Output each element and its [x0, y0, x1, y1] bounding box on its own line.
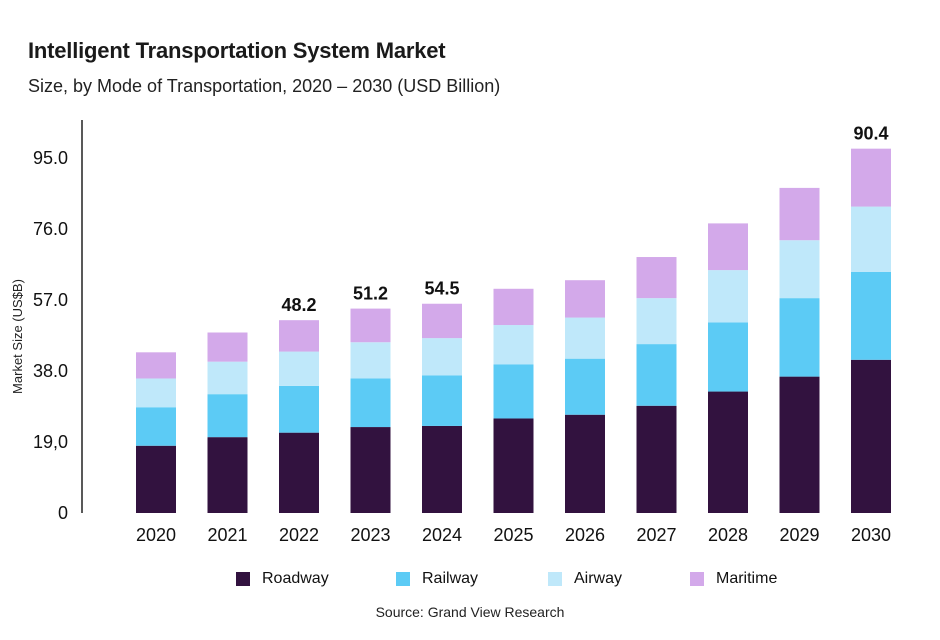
bar-segment-maritime: [708, 223, 748, 271]
legend-label-maritime: Maritime: [716, 570, 778, 587]
legend-swatch-railway: [396, 572, 410, 586]
x-tick-label: 2021: [207, 525, 247, 545]
bar-segment-airway: [779, 240, 820, 299]
bar-segment-maritime: [493, 288, 534, 326]
y-tick-label: 95.0: [33, 148, 68, 168]
y-tick-label: 76.0: [33, 219, 68, 239]
bar-segment-maritime: [279, 320, 319, 352]
data-label: 90.4: [853, 124, 888, 144]
x-tick-label: 2024: [422, 525, 462, 545]
data-label: 54.5: [424, 279, 459, 299]
bar-segment-roadway: [422, 425, 462, 513]
data-label: 51.2: [353, 284, 388, 304]
legend-item-maritime: Maritime: [690, 570, 777, 588]
bar-segment-maritime: [136, 352, 176, 379]
bar-segment-railway: [779, 298, 820, 377]
legend-label-roadway: Roadway: [262, 570, 329, 587]
bar-segment-railway: [565, 358, 605, 415]
bar-segment-airway: [708, 270, 748, 323]
bar-segment-airway: [350, 342, 391, 379]
x-axis-ticks: 2020 2021 2022 2023 2024 2025 2026 2027 2028 2029…: [136, 525, 891, 545]
bar-segment-airway: [851, 206, 891, 272]
x-tick-label: 2022: [279, 525, 319, 545]
bar-segment-airway: [565, 317, 605, 359]
legend-item-railway: Railway: [396, 570, 478, 588]
legend-label-railway: Railway: [422, 570, 479, 587]
legend-swatch-airway: [548, 572, 562, 586]
chart-subtitle: Size, by Mode of Transportation, 2020 – …: [28, 76, 501, 96]
x-tick-label: 2023: [350, 525, 390, 545]
bar-segment-maritime: [851, 148, 891, 207]
bar-segment-railway: [207, 394, 248, 438]
bar-segment-maritime: [565, 280, 605, 318]
bar-segment-roadway: [708, 391, 748, 513]
x-tick-label: 2025: [493, 525, 533, 545]
bar-segment-railway: [636, 344, 677, 406]
bar-segment-railway: [422, 375, 462, 426]
bar-segment-roadway: [279, 432, 319, 513]
legend-swatch-maritime: [690, 572, 704, 586]
chart-title: Intelligent Transportation System Market: [28, 38, 446, 63]
x-tick-label: 2027: [636, 525, 676, 545]
y-axis-title: Market Size (US$B): [10, 279, 25, 394]
y-tick-label: 57.0: [33, 290, 68, 310]
bar-segment-roadway: [565, 414, 605, 513]
bar-segment-roadway: [136, 445, 176, 513]
bar-segment-railway: [279, 385, 319, 433]
y-tick-label: 0: [58, 503, 68, 523]
bar-segment-maritime: [636, 257, 677, 299]
legend: Roadway Railway Airway Maritime: [0, 570, 940, 594]
bar-segment-maritime: [422, 303, 462, 339]
x-tick-label: 2026: [565, 525, 605, 545]
x-tick-label: 2030: [851, 525, 891, 545]
y-tick-label: 19,0: [33, 432, 68, 452]
bar-segment-airway: [207, 361, 248, 395]
data-labels: 48.2 51.2 54.5 90.4: [281, 124, 888, 316]
bar-segment-railway: [708, 322, 748, 392]
bar-segment-railway: [136, 407, 176, 446]
y-tick-label: 38.0: [33, 361, 68, 381]
x-tick-label: 2020: [136, 525, 176, 545]
bar-segment-railway: [493, 364, 534, 419]
bar-segment-roadway: [636, 405, 677, 513]
bar-segment-roadway: [779, 376, 820, 513]
bar-segment-airway: [136, 378, 176, 408]
bars: [136, 148, 891, 513]
bar-segment-roadway: [493, 418, 534, 513]
bar-segment-airway: [422, 338, 462, 376]
data-label: 48.2: [281, 295, 316, 315]
bar-segment-railway: [851, 271, 891, 360]
bar-segment-airway: [279, 351, 319, 386]
bar-segment-railway: [350, 378, 391, 428]
source-note: Source: Grand View Research: [375, 604, 565, 620]
x-tick-label: 2029: [779, 525, 819, 545]
x-tick-label: 2028: [708, 525, 748, 545]
bar-segment-roadway: [350, 427, 391, 513]
bar-segment-roadway: [207, 437, 248, 513]
legend-label-airway: Airway: [574, 570, 623, 587]
legend-item-roadway: Roadway: [236, 570, 329, 588]
bar-segment-airway: [636, 298, 677, 345]
bar-segment-maritime: [350, 308, 391, 343]
bar-segment-airway: [493, 325, 534, 365]
y-axis: 0 19,0 38.0 57.0 76.0 95.0 Market Size (US$B): [10, 120, 83, 523]
bar-segment-maritime: [207, 332, 248, 362]
legend-swatch-roadway: [236, 572, 250, 586]
bar-segment-maritime: [779, 187, 820, 241]
bar-segment-roadway: [851, 359, 891, 513]
legend-item-airway: Airway: [548, 570, 622, 588]
